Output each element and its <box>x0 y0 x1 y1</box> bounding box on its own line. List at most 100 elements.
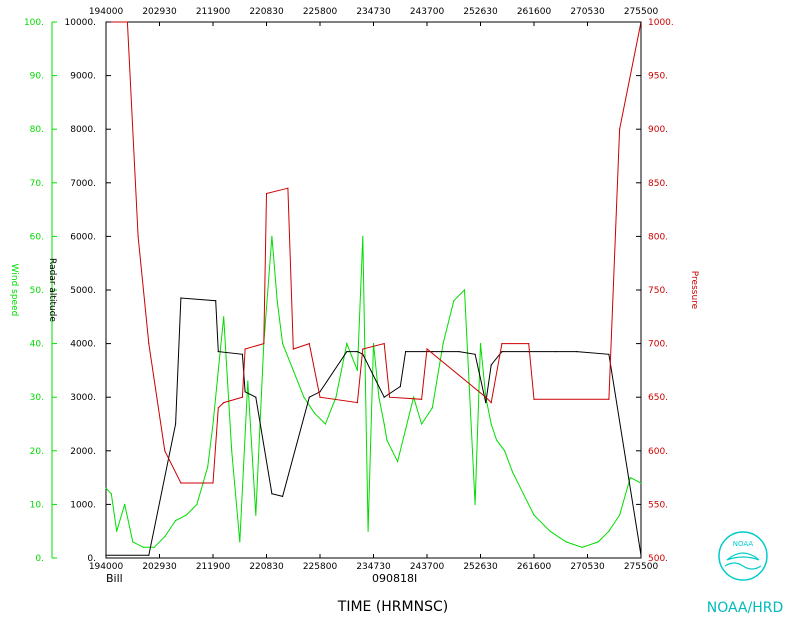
x-tick-label-top: 275500 <box>624 7 659 17</box>
y-tick-label-altitude: 3000. <box>70 393 96 403</box>
pressure-series-point <box>137 235 139 237</box>
pressure-series-point <box>485 396 487 398</box>
wind-speed-series-point <box>153 546 155 548</box>
wind-speed-series-point <box>372 343 375 345</box>
radar-altitude-series-point <box>308 396 310 398</box>
radar-altitude-series-point <box>442 351 444 353</box>
radar-altitude-series-point <box>180 297 182 299</box>
y-tick-label-altitude: 10000. <box>65 18 97 28</box>
x-tick-label-top: 261600 <box>517 7 552 17</box>
pressure-series-point <box>421 398 423 400</box>
pressure-series-point <box>528 343 530 345</box>
y-axis-title-pressure: Pressure <box>689 271 699 310</box>
pressure-series-point <box>265 192 268 195</box>
x-axis-label: TIME (HRMNSC) <box>337 599 448 615</box>
noaa-logo-circle <box>718 531 768 581</box>
x-tick-label-bottom: 202930 <box>142 562 177 572</box>
wind-speed-series-point <box>619 514 621 516</box>
y-tick-label-pressure: 900. <box>648 125 668 135</box>
pressure-series-point <box>244 348 246 350</box>
wind-speed-series-point <box>303 396 305 398</box>
y-tick-label-wind: 40. <box>30 340 44 350</box>
y-tick-label-wind: 60. <box>30 232 44 242</box>
pressure-series-point <box>287 187 289 189</box>
x-tick-label-top: 202930 <box>142 7 177 17</box>
wind-speed-series-point <box>474 503 476 505</box>
pressure-series-point <box>619 128 621 130</box>
radar-altitude-series-point <box>383 396 385 398</box>
wind-speed-series-point <box>581 546 583 548</box>
wind-speed-series-point <box>223 316 225 318</box>
wind-speed-series-point <box>196 503 198 505</box>
wind-speed-series-point <box>271 235 273 237</box>
noaa-logo-text: NOAA <box>733 540 754 548</box>
pressure-series-point <box>263 343 265 345</box>
y-tick-label-wind: 10. <box>30 500 44 510</box>
wind-speed-series-point <box>608 530 610 532</box>
y-tick-label-altitude: 6000. <box>70 232 96 242</box>
wind-speed-series-point <box>217 369 219 371</box>
y-tick-label-pressure: 700. <box>648 340 668 350</box>
pressure-series <box>106 21 642 484</box>
y-tick-label-pressure: 500. <box>648 554 668 564</box>
radar-altitude-series <box>106 297 642 556</box>
wind-speed-series-point <box>124 503 126 505</box>
x-tick-label-bottom: 261600 <box>517 562 552 572</box>
pressure-series-point <box>308 343 310 345</box>
wind-speed-series-point <box>397 460 399 463</box>
pressure-series-point <box>241 396 243 398</box>
radar-altitude-series-point <box>485 402 487 404</box>
pressure-series-point <box>362 348 364 350</box>
wind-speed-series-point <box>378 396 380 398</box>
pressure-series-point <box>533 398 535 400</box>
y-tick-label-pressure: 950. <box>648 72 668 82</box>
pressure-series-point <box>148 343 150 345</box>
series-layer <box>105 21 642 556</box>
x-tick-label-bottom: 225800 <box>303 562 338 572</box>
y-tick-label-altitude: 8000. <box>70 125 96 135</box>
wind-speed-series-point <box>231 450 233 452</box>
y-tick-label-wind: 80. <box>30 125 44 135</box>
wind-speed-series-point <box>490 423 492 425</box>
y-tick-label-wind: 30. <box>30 393 44 403</box>
wind-speed-series-point <box>549 530 551 532</box>
wind-speed-series-point <box>335 396 337 398</box>
radar-altitude-series-point <box>319 391 321 393</box>
x-tick-label-bottom: 275500 <box>624 562 659 572</box>
org-label: NOAA/HRD <box>707 600 784 616</box>
noaa-logo: NOAA <box>718 531 768 581</box>
y-tick-label-altitude: 5000. <box>70 286 96 296</box>
wind-speed-series-point <box>496 439 498 441</box>
x-tick-label-top: 194000 <box>89 7 124 17</box>
x-tick-label-top: 243700 <box>410 7 445 17</box>
y-tick-label-pressure: 1000. <box>648 18 674 28</box>
y-tick-label-altitude: 1000. <box>70 500 96 510</box>
pressure-series-point <box>608 398 610 400</box>
pressure-series-point <box>126 21 128 23</box>
radar-altitude-series-point <box>282 495 284 497</box>
radar-altitude-series-point <box>356 351 358 353</box>
wind-speed-series-point <box>346 343 348 345</box>
radar-altitude-series-point <box>255 396 257 398</box>
x-tick-label-bottom: 252630 <box>463 562 498 572</box>
wind-speed-series-point <box>239 541 241 543</box>
x-tick-label-top: 220830 <box>249 7 284 17</box>
flight-id-label: 090818I <box>372 572 417 585</box>
y-tick-label-altitude: 4000. <box>70 340 96 350</box>
y-tick-label-pressure: 850. <box>648 179 668 189</box>
y-tick-label-wind: 100. <box>24 18 44 28</box>
radar-altitude-series-point <box>554 351 557 353</box>
wind-speed-series-point <box>175 519 177 522</box>
plot-area <box>105 21 642 559</box>
y-tick-label-altitude: 0. <box>87 554 96 564</box>
wind-speed-series-point <box>132 541 134 543</box>
wind-speed-series-point <box>640 482 642 484</box>
radar-altitude-series-point <box>501 351 503 353</box>
wind-speed-series-point <box>565 541 567 543</box>
pressure-series-point <box>501 343 503 345</box>
wind-speed-series-point <box>110 493 112 495</box>
radar-altitude-series-point <box>474 353 476 355</box>
wind-speed-series-point <box>391 450 393 452</box>
radar-altitude-series-point <box>405 351 407 353</box>
